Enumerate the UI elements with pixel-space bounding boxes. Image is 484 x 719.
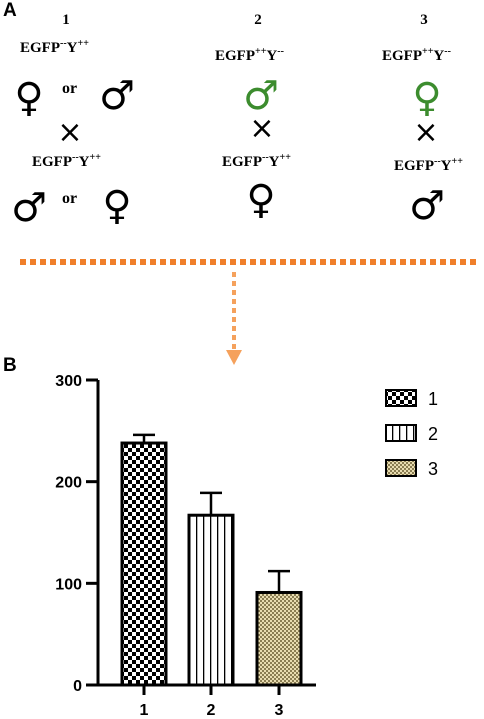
cross-times-icon: × (413, 115, 439, 150)
legend-swatch-3 (385, 459, 417, 477)
cross1-parent2-genotype: EGFP--Y++ (32, 152, 101, 170)
panel-a-label: A (3, 0, 17, 21)
y-tick-label-300: 300 (55, 373, 82, 390)
cross-number-1: 1 (62, 12, 70, 28)
y-tick-label-0: 0 (73, 678, 82, 695)
female-symbol-icon: ♀ (102, 183, 132, 229)
legend-label-1: 1 (428, 389, 438, 409)
bar-1 (120, 441, 168, 687)
x-tick-label-1: 1 (140, 702, 149, 719)
cross3-parent1-genotype: EGFP++Y-- (382, 46, 451, 64)
cross-times-icon: × (57, 115, 83, 150)
female-symbol-icon: ♀ (412, 75, 442, 121)
legend-swatch-1 (385, 389, 417, 407)
legend-label-2: 2 (428, 424, 438, 444)
bar-3 (255, 590, 303, 687)
divider-arrow-graphic (20, 259, 478, 365)
cross-times-icon: × (249, 111, 275, 146)
male-symbol-icon: ♂ (11, 185, 47, 231)
panel-b-label: B (3, 355, 17, 376)
legend-label-3: 3 (428, 459, 438, 479)
male-symbol-icon: ♂ (409, 183, 445, 229)
or-text: or (62, 190, 78, 207)
cross1-parent1-genotype: EGFP--Y++ (20, 38, 89, 56)
or-text: or (62, 80, 78, 97)
male-symbol-icon: ♂ (243, 73, 279, 119)
x-tick-label-2: 2 (207, 702, 216, 719)
cross2-parent2-genotype: EGFP--Y++ (222, 152, 291, 170)
cross-number-2: 2 (254, 12, 262, 28)
female-symbol-icon: ♀ (14, 75, 44, 121)
female-symbol-icon: ♀ (246, 177, 276, 223)
y-tick-label-200: 200 (55, 475, 82, 492)
male-symbol-icon: ♂ (99, 73, 135, 119)
cross3-parent2-genotype: EGFP--Y++ (394, 156, 463, 174)
cross-number-3: 3 (420, 12, 428, 28)
cross2-parent1-genotype: EGFP++Y-- (215, 46, 284, 64)
x-tick-label-3: 3 (275, 702, 284, 719)
bar-2 (187, 513, 235, 687)
arrow-head-icon (226, 350, 242, 365)
legend-swatch-2 (385, 424, 417, 442)
y-tick-label-100: 100 (55, 576, 82, 593)
